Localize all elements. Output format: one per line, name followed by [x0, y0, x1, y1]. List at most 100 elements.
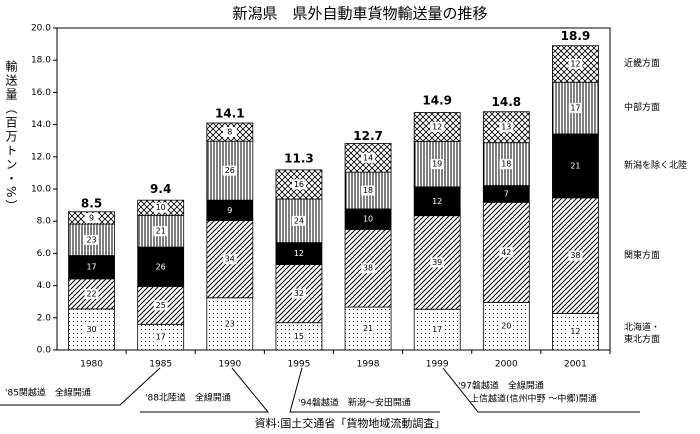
annotation: '94磐越道 新潟～安田開通	[298, 397, 411, 409]
value-label: 38	[570, 251, 580, 260]
legend-label: 近畿方面	[624, 58, 661, 69]
label-bg	[361, 185, 376, 196]
label-bg	[291, 288, 306, 299]
total-label: 14.9	[422, 94, 452, 108]
y-tick-label: 6.0	[37, 249, 52, 259]
source: 資料:国土交通省「貨物地域流動調査」	[255, 416, 446, 430]
value-label: 12	[570, 59, 580, 68]
x-tick-label: 1980	[80, 360, 103, 370]
label-bg	[291, 215, 306, 226]
y-tick-label: 16.0	[31, 88, 51, 98]
y-tick-label: 2.0	[37, 313, 52, 323]
value-label: 16	[294, 180, 304, 189]
label-bg	[430, 324, 445, 335]
label-bg	[361, 152, 376, 163]
value-label: 10	[156, 203, 166, 212]
value-label: 23	[86, 235, 96, 244]
value-label: 17	[156, 333, 166, 342]
label-bg	[222, 318, 237, 329]
label-bg	[361, 323, 376, 334]
value-label: 30	[86, 325, 96, 334]
total-label: 8.5	[81, 197, 102, 211]
label-bg	[430, 159, 445, 170]
value-label: 38	[363, 264, 373, 273]
value-label: 19	[432, 160, 442, 169]
label-bg	[153, 300, 168, 311]
label-bg	[430, 257, 445, 268]
label-bg	[568, 326, 583, 337]
annotation-lines	[0, 367, 640, 413]
value-label: 17	[570, 104, 580, 113]
label-bg	[222, 165, 237, 176]
label-bg	[499, 159, 514, 170]
total-label: 14.8	[492, 95, 522, 109]
legend-label: 新潟を除く北陸	[624, 160, 688, 171]
value-label: 21	[363, 324, 373, 333]
label-bg	[499, 321, 514, 332]
value-label: 12	[294, 249, 304, 258]
label-bg	[291, 179, 306, 190]
x-tick-label: 1998	[357, 360, 380, 370]
legend-label: 関東方面	[624, 250, 661, 261]
total-label: 14.1	[215, 106, 245, 120]
label-bg	[499, 122, 514, 133]
value-label: 7	[504, 189, 509, 198]
total-label: 11.3	[284, 152, 314, 166]
value-label: 13	[501, 123, 511, 132]
total-label: 12.7	[353, 129, 383, 143]
label-bg	[291, 331, 306, 342]
label-bg	[84, 288, 99, 299]
y-tick-label: 20.0	[31, 24, 51, 34]
value-label: 12	[432, 122, 442, 131]
value-label: 9	[227, 206, 232, 215]
value-label: 10	[363, 215, 373, 224]
value-label: 39	[432, 258, 442, 267]
y-tick-label: 0.0	[37, 346, 52, 356]
label-bg	[499, 247, 514, 258]
label-bg	[84, 212, 99, 223]
y-axis-label: 輸送量（百万トン・%）	[4, 60, 18, 214]
y-tick-label: 8.0	[37, 217, 52, 227]
value-label: 26	[156, 262, 166, 271]
value-label: 34	[225, 255, 235, 264]
value-label: 25	[156, 301, 166, 310]
legend-label: 中部方面	[624, 103, 661, 114]
bar-segment	[413, 186, 461, 217]
label-bg	[568, 58, 583, 69]
label-bg	[361, 263, 376, 274]
value-label: 12	[432, 197, 442, 206]
value-label: 15	[294, 332, 304, 341]
value-label: 24	[294, 216, 304, 225]
value-label: 26	[225, 166, 235, 175]
label-bg	[568, 250, 583, 261]
legend-label: 北海道・東北方面	[624, 322, 661, 345]
x-tick-label: 1999	[426, 360, 449, 370]
value-label: 17	[86, 263, 96, 272]
y-tick-label: 12.0	[31, 152, 51, 162]
value-label: 21	[570, 161, 580, 170]
value-label: 8	[227, 128, 232, 137]
label-bg	[222, 127, 237, 138]
total-label: 18.9	[561, 29, 591, 43]
x-tick-label: 1995	[287, 360, 310, 370]
annotation: '97磐越道 全線開通	[458, 380, 544, 392]
value-label: 14	[363, 153, 373, 162]
value-label: 42	[501, 248, 511, 257]
label-bg	[84, 234, 99, 245]
y-tick-label: 18.0	[31, 56, 51, 66]
value-label: 17	[432, 325, 442, 334]
value-label: 20	[501, 322, 511, 331]
label-bg	[568, 103, 583, 114]
bar-segment	[206, 220, 254, 299]
value-label: 21	[156, 227, 166, 236]
annotation: '85関越道 全線開通	[5, 387, 91, 399]
label-bg	[153, 226, 168, 237]
value-label: 12	[570, 327, 580, 336]
x-tick-label: 2000	[495, 360, 518, 370]
value-label: 32	[294, 289, 304, 298]
annotation: '88北陸道 全線開通	[145, 392, 231, 404]
y-tick-label: 10.0	[31, 185, 51, 195]
annotation: 上信越道(信州中野 ～中郷)開通	[470, 393, 597, 405]
